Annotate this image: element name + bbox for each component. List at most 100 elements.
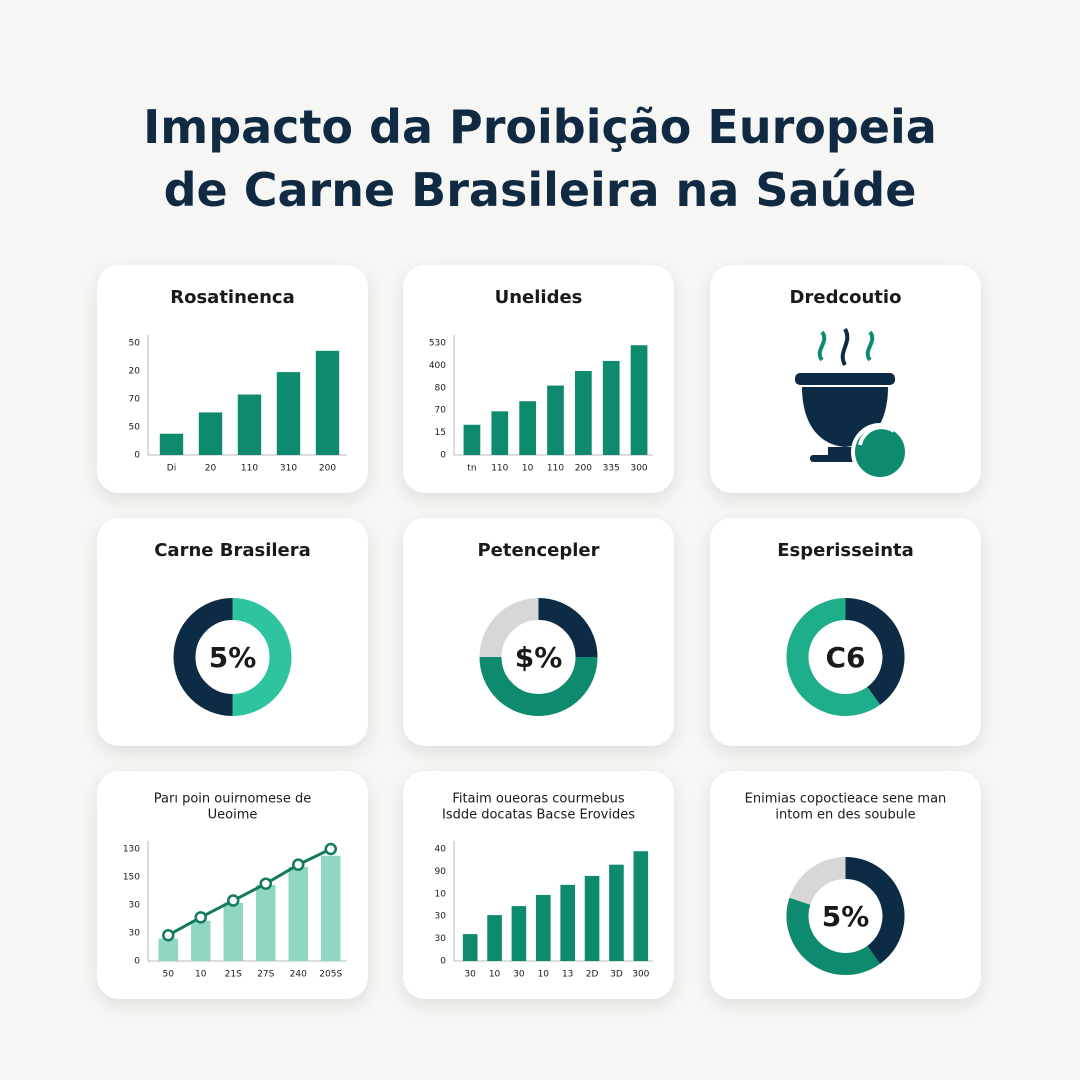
y-axis-label: 10	[435, 889, 447, 899]
y-axis-label: 40	[435, 845, 447, 855]
bar	[321, 855, 341, 961]
bar	[237, 394, 262, 455]
card-title: intom en des soubule	[775, 808, 915, 823]
bar	[491, 411, 509, 455]
bar	[256, 884, 276, 961]
x-tick-label: 310	[280, 464, 297, 474]
x-tick-label: 3D	[610, 970, 623, 980]
donut-segment	[479, 656, 598, 716]
x-tick-label: 10	[522, 464, 534, 474]
bar	[536, 894, 551, 961]
chart: Petencepler $%	[477, 540, 600, 716]
x-tick-label: 21S	[225, 970, 242, 980]
y-axis-label: 30	[129, 929, 141, 939]
chart: Dredcoutio	[790, 287, 909, 481]
y-axis-label: 70	[129, 395, 141, 405]
steam	[840, 328, 850, 366]
ball	[851, 423, 909, 481]
x-tick-label: 30	[513, 970, 525, 980]
chart: Esperisseinta C6	[777, 540, 914, 716]
x-tick-label: tn	[467, 464, 476, 474]
x-tick-label: 200	[575, 464, 592, 474]
bar	[511, 906, 527, 961]
donut-segment	[479, 598, 540, 658]
chart: Carne Brasilera 5%	[154, 540, 311, 716]
center-label: C6	[825, 641, 865, 674]
x-tick-label: 30	[464, 970, 476, 980]
bar	[547, 385, 564, 455]
y-axis-label: 90	[435, 867, 447, 877]
y-axis-label: 30	[129, 901, 141, 911]
bar	[159, 433, 184, 455]
bar	[602, 360, 620, 455]
line-point	[162, 928, 175, 942]
donut-segment	[844, 857, 905, 964]
line-point	[227, 894, 240, 907]
x-tick-label: 300	[632, 970, 649, 980]
y-axis-label: 30	[435, 912, 447, 922]
bar	[487, 915, 502, 961]
line-point	[194, 911, 207, 924]
bar	[584, 875, 600, 961]
card-title: Esperisseinta	[777, 540, 914, 561]
bar	[633, 851, 649, 961]
card-title: Enimias copoctieace sene man	[745, 792, 947, 807]
pot-rim	[795, 373, 895, 385]
y-axis-label: 150	[123, 873, 140, 883]
title-line: Impacto da Proibição Europeia	[143, 100, 937, 154]
y-axis-label: 50	[129, 339, 141, 349]
x-tick-label: 2D	[586, 970, 599, 980]
chart: Rosatinenca 0 50 70 20 50 Di 20 110 310 200	[129, 287, 347, 474]
donut-segment	[173, 598, 234, 716]
y-axis-label: 30	[435, 934, 447, 944]
steam	[817, 330, 827, 362]
x-tick-label: 110	[491, 464, 508, 474]
title-line: de Carne Brasileira na Saúde	[163, 163, 917, 217]
card-title: Rosatinenca	[170, 287, 295, 308]
x-tick-label: Di	[167, 464, 176, 474]
bar	[191, 920, 211, 961]
y-axis-label: 80	[435, 383, 447, 393]
bar	[463, 424, 481, 455]
y-axis-label: 0	[134, 451, 140, 461]
chart-card: Enimias copoctieace sene man intom en des…	[710, 771, 981, 999]
bar	[276, 372, 301, 455]
pot-stem	[828, 447, 862, 455]
y-axis-label: 130	[123, 845, 140, 855]
card-title: Dredcoutio	[790, 287, 902, 308]
bar	[630, 345, 648, 455]
donut-segment	[786, 598, 881, 716]
x-tick-label: 13	[562, 970, 573, 980]
center-label: $%	[515, 641, 563, 674]
x-tick-label: 200	[319, 464, 336, 474]
x-tick-label: 50	[163, 970, 175, 980]
donut-segment	[844, 598, 905, 705]
chart-card: Carne Brasilera 5%	[97, 518, 368, 746]
chart-card: Parı poin ouirnomese de Ueoime 0 30 30 150 130…	[97, 771, 368, 999]
x-tick-label: 27S	[257, 970, 274, 980]
chart-card: Petencepler $%	[403, 518, 674, 746]
bar	[223, 902, 243, 961]
center-label: 5%	[822, 900, 870, 933]
x-tick-label: 335	[603, 464, 620, 474]
y-axis-label: 400	[429, 361, 446, 371]
bar	[609, 864, 624, 961]
donut-segment	[231, 598, 292, 716]
y-axis-label: 20	[129, 367, 141, 377]
y-axis-label: 50	[129, 423, 141, 433]
y-axis-label: 530	[429, 339, 446, 349]
x-tick-label: 10	[489, 970, 501, 980]
x-tick-label: 300	[630, 464, 647, 474]
chart-card: Rosatinenca 0 50 70 20 50 Di 20 110 310 200	[97, 265, 368, 493]
bar	[462, 934, 478, 961]
x-tick-label: 205S	[319, 970, 342, 980]
bar	[315, 350, 340, 455]
y-axis-label: 0	[134, 957, 140, 967]
bar	[519, 401, 536, 455]
card-title: Fitaim oueoras courmebus	[452, 792, 625, 807]
x-tick-label: 20	[205, 464, 217, 474]
bar	[288, 866, 308, 961]
